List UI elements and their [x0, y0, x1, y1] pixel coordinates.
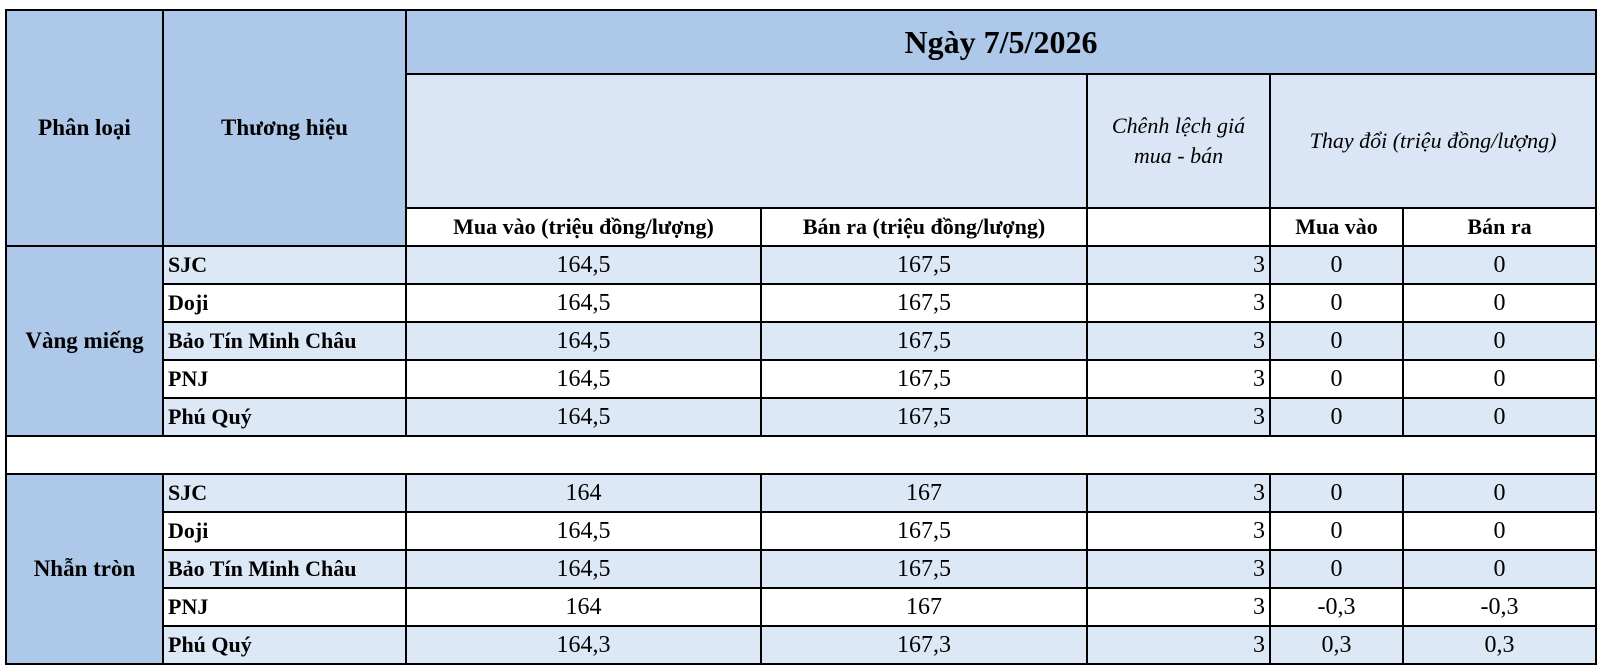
- sell-price: 167,5: [760, 397, 1088, 437]
- change-buy: 0: [1269, 473, 1404, 513]
- empty-cell: [5, 435, 1597, 475]
- sell-price: 167,5: [760, 359, 1088, 399]
- empty-cell: [1086, 207, 1271, 247]
- spread: 3: [1086, 359, 1271, 399]
- sell-price: 167,5: [760, 511, 1088, 551]
- data-row: Bảo Tín Minh Châu 164,5 167,5 3 0 0: [6, 321, 1597, 361]
- buy-price: 164: [405, 587, 762, 627]
- sell-header: Bán ra (triệu đồng/lượng): [760, 207, 1088, 247]
- data-row: Phú Quý 164,3 167,3 3 0,3 0,3: [6, 625, 1597, 665]
- change-sell: 0: [1402, 549, 1597, 589]
- data-row: Nhẫn tròn SJC 164 167 3 0 0: [5, 473, 1597, 665]
- sell-price: 167: [760, 473, 1088, 513]
- data-row: PNJ 164 167 3 -0,3 -0,3: [6, 587, 1597, 627]
- spread: 3: [1086, 245, 1271, 285]
- change-sell: 0: [1402, 283, 1597, 323]
- spread: 3: [1086, 283, 1271, 323]
- price-table: Phân loại Thương hiệu Ngày 7/5/2026 Chên…: [5, 9, 1597, 665]
- buy-price: 164,5: [405, 283, 762, 323]
- spread: 3: [1086, 587, 1271, 627]
- buy-price: 164,5: [405, 245, 762, 285]
- change-sell: 0: [1402, 511, 1597, 551]
- buy-header: Mua vào (triệu đồng/lượng): [405, 207, 762, 247]
- data-row: PNJ 164,5 167,5 3 0 0: [6, 359, 1597, 399]
- change-sell: 0: [1402, 321, 1597, 361]
- brand: Phú Quý: [162, 625, 407, 665]
- separator-row: [5, 435, 1597, 475]
- change-buy: 0: [1269, 549, 1404, 589]
- spread: 3: [1086, 511, 1271, 551]
- header-row: Mua vào (triệu đồng/lượng) Bán ra (triệu…: [6, 207, 1597, 247]
- spread-header: Chênh lệch giá mua - bán: [1086, 73, 1271, 209]
- header-row: Chênh lệch giá mua - bán Thay đổi (triệu…: [6, 73, 1597, 209]
- date-header: Ngày 7/5/2026: [405, 9, 1597, 75]
- buy-price: 164,5: [405, 321, 762, 361]
- buy-price: 164,3: [405, 625, 762, 665]
- spread: 3: [1086, 549, 1271, 589]
- brand: Doji: [162, 283, 407, 323]
- brand: SJC: [162, 473, 407, 513]
- brand: Bảo Tín Minh Châu: [162, 549, 407, 589]
- change-buy: 0: [1269, 511, 1404, 551]
- change-buy: 0,3: [1269, 625, 1404, 665]
- brand: PNJ: [162, 587, 407, 627]
- change-sell: 0: [1402, 359, 1597, 399]
- change-buy: 0: [1269, 321, 1404, 361]
- change-sell: 0: [1402, 397, 1597, 437]
- buy-price: 164,5: [405, 359, 762, 399]
- data-row: Doji 164,5 167,5 3 0 0: [6, 511, 1597, 551]
- group-label: Vàng miếng: [5, 245, 164, 437]
- sell-price: 167,3: [760, 625, 1088, 665]
- data-row: Doji 164,5 167,5 3 0 0: [6, 283, 1597, 323]
- change-sell: 0,3: [1402, 625, 1597, 665]
- brand: Bảo Tín Minh Châu: [162, 321, 407, 361]
- change-buy: 0: [1269, 397, 1404, 437]
- buy-price: 164,5: [405, 549, 762, 589]
- change-buy: 0: [1269, 283, 1404, 323]
- change-buy-header: Mua vào: [1269, 207, 1404, 247]
- change-buy: -0,3: [1269, 587, 1404, 627]
- category-header: Phân loại: [5, 9, 164, 247]
- group-label: Nhẫn tròn: [5, 473, 164, 665]
- sell-price: 167,5: [760, 283, 1088, 323]
- brand: Doji: [162, 511, 407, 551]
- buy-price: 164,5: [405, 511, 762, 551]
- empty-cell: [405, 73, 1088, 209]
- sell-price: 167,5: [760, 321, 1088, 361]
- sell-price: 167: [760, 587, 1088, 627]
- header-row: Phân loại Thương hiệu Ngày 7/5/2026: [5, 9, 1597, 247]
- data-row: Phú Quý 164,5 167,5 3 0 0: [6, 397, 1597, 437]
- change-sell-header: Bán ra: [1402, 207, 1597, 247]
- sell-price: 167,5: [760, 245, 1088, 285]
- change-header: Thay đổi (triệu đồng/lượng): [1269, 73, 1597, 209]
- brand: Phú Quý: [162, 397, 407, 437]
- buy-price: 164: [405, 473, 762, 513]
- change-sell: 0: [1402, 473, 1597, 513]
- spread: 3: [1086, 625, 1271, 665]
- spread: 3: [1086, 473, 1271, 513]
- brand-header: Thương hiệu: [162, 9, 407, 247]
- buy-price: 164,5: [405, 397, 762, 437]
- spread: 3: [1086, 397, 1271, 437]
- change-sell: -0,3: [1402, 587, 1597, 627]
- brand: SJC: [162, 245, 407, 285]
- brand: PNJ: [162, 359, 407, 399]
- sell-price: 167,5: [760, 549, 1088, 589]
- spread: 3: [1086, 321, 1271, 361]
- change-sell: 0: [1402, 245, 1597, 285]
- data-row: Bảo Tín Minh Châu 164,5 167,5 3 0 0: [6, 549, 1597, 589]
- table-body: Phân loại Thương hiệu Ngày 7/5/2026 Chên…: [5, 9, 1597, 665]
- data-row: Vàng miếng SJC 164,5 167,5 3 0 0: [5, 245, 1597, 437]
- change-buy: 0: [1269, 245, 1404, 285]
- change-buy: 0: [1269, 359, 1404, 399]
